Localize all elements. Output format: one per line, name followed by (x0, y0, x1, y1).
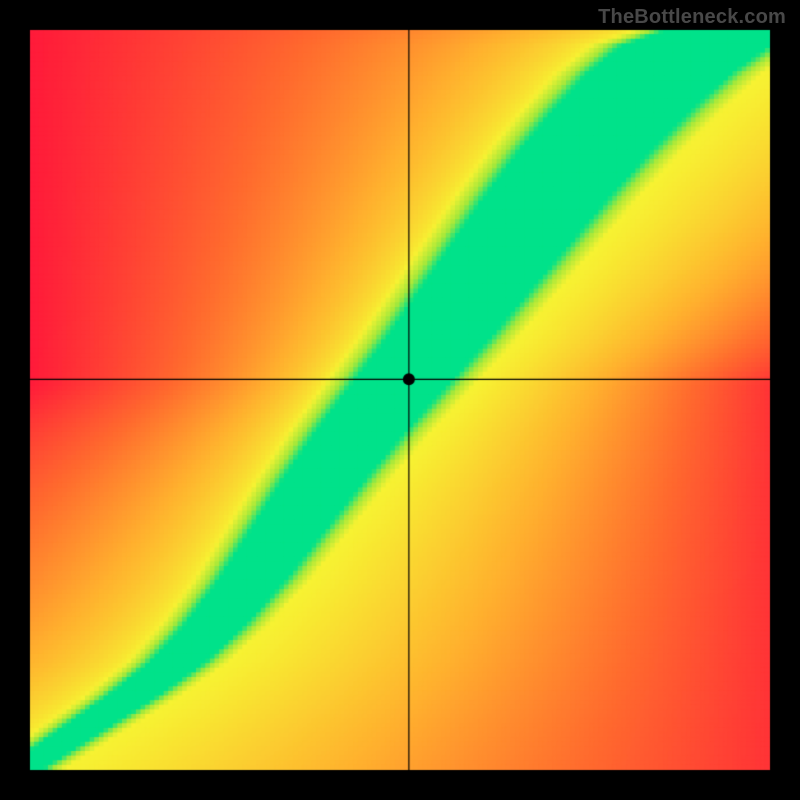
heatmap-canvas (0, 0, 800, 800)
chart-container: TheBottleneck.com (0, 0, 800, 800)
watermark-text: TheBottleneck.com (598, 6, 786, 29)
